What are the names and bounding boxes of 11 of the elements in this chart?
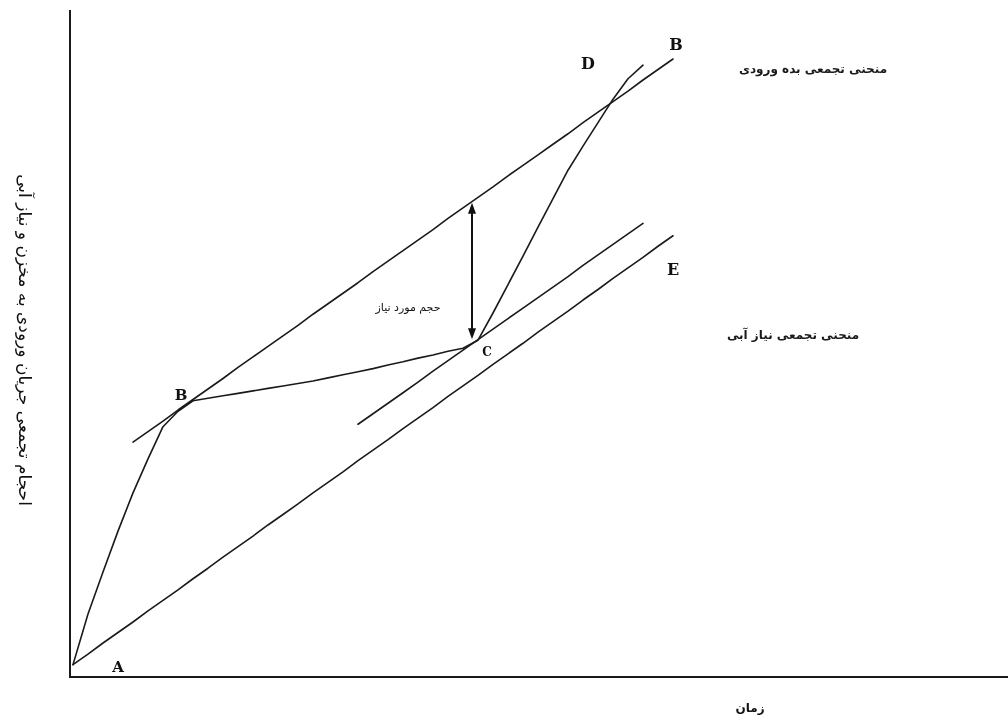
- text: منحنی تجمعی نیاز آبی: [726, 326, 860, 342]
- annotation: B: [669, 34, 683, 54]
- annotation: B: [174, 386, 188, 405]
- annotation: E: [666, 260, 680, 280]
- text: منحنی تجمعی بده ورودی: [738, 62, 888, 78]
- x-axis-title: زمان: [735, 701, 765, 715]
- annotation: D: [581, 53, 596, 73]
- annotation: حجم مورد نیاز: [374, 300, 441, 314]
- annotation: A: [111, 658, 125, 676]
- y-axis-title: احجام تجمعی جریان ورودی به مخزن و نیاز آبی: [15, 174, 36, 506]
- annotation: C: [482, 344, 492, 359]
